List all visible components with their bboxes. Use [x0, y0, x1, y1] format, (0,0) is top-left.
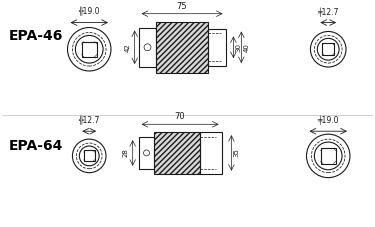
Text: ╪12.7: ╪12.7: [318, 7, 339, 17]
Bar: [321, 148, 336, 163]
Bar: [82, 42, 97, 57]
Text: 28: 28: [123, 148, 129, 157]
Text: 40: 40: [243, 43, 249, 52]
Text: ╪19.0: ╪19.0: [318, 116, 339, 125]
Text: EPA-64: EPA-64: [8, 139, 63, 153]
Text: 30: 30: [236, 43, 242, 52]
Text: 70: 70: [175, 112, 185, 121]
Bar: [84, 151, 94, 161]
Bar: [139, 27, 156, 67]
Text: 42: 42: [125, 43, 131, 52]
Text: EPA-46: EPA-46: [8, 30, 63, 43]
Bar: [139, 137, 154, 169]
Text: ╬12.7: ╬12.7: [78, 116, 100, 125]
Bar: [200, 132, 222, 174]
Bar: [154, 132, 200, 174]
Bar: [156, 22, 208, 73]
Text: ╬19.0: ╬19.0: [78, 7, 100, 17]
Bar: [322, 43, 334, 55]
Text: 75: 75: [177, 2, 188, 11]
Bar: [208, 29, 225, 66]
Text: 35: 35: [233, 148, 239, 157]
